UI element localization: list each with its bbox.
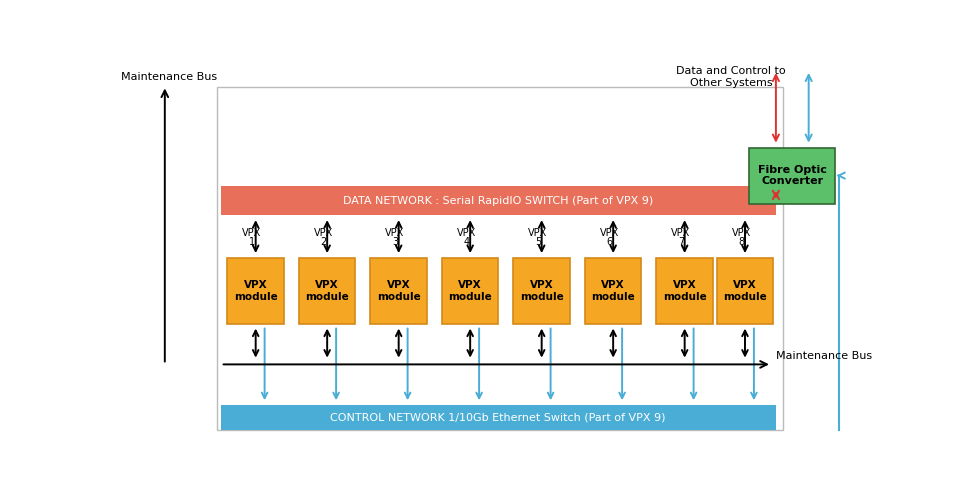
Text: 4: 4 xyxy=(463,237,470,247)
Text: Fibre Optic
Converter: Fibre Optic Converter xyxy=(758,165,826,187)
Bar xyxy=(299,258,356,324)
Bar xyxy=(513,258,570,324)
Bar xyxy=(750,147,835,204)
Text: VPX: VPX xyxy=(385,228,405,238)
Bar xyxy=(717,258,774,324)
Text: VPX
module: VPX module xyxy=(306,280,349,302)
Text: Maintenance Bus: Maintenance Bus xyxy=(121,72,217,82)
Text: VPX: VPX xyxy=(242,228,261,238)
Text: VPX: VPX xyxy=(529,228,548,238)
Bar xyxy=(217,88,783,430)
Text: 5: 5 xyxy=(535,237,541,247)
Text: 3: 3 xyxy=(392,237,398,247)
Text: VPX: VPX xyxy=(672,228,691,238)
Bar xyxy=(370,258,427,324)
Text: VPX: VPX xyxy=(731,228,751,238)
Text: 7: 7 xyxy=(678,237,684,247)
Text: Data and Control to
Other Systems: Data and Control to Other Systems xyxy=(676,66,786,88)
Text: VPX
module: VPX module xyxy=(723,280,767,302)
Text: VPX
module: VPX module xyxy=(377,280,421,302)
Text: 2: 2 xyxy=(320,237,327,247)
Text: VPX
module: VPX module xyxy=(448,280,492,302)
Text: VPX
module: VPX module xyxy=(234,280,278,302)
Text: VPX: VPX xyxy=(456,228,476,238)
Text: VPX
module: VPX module xyxy=(520,280,563,302)
Text: VPX
module: VPX module xyxy=(663,280,706,302)
Bar xyxy=(228,258,284,324)
Text: VPX
module: VPX module xyxy=(591,280,635,302)
Bar xyxy=(585,258,642,324)
Text: VPX: VPX xyxy=(600,228,619,238)
Text: Maintenance Bus: Maintenance Bus xyxy=(776,351,872,361)
Bar xyxy=(656,258,713,324)
Bar xyxy=(221,405,776,430)
Text: VPX: VPX xyxy=(314,228,333,238)
Bar xyxy=(221,186,776,215)
Text: DATA NETWORK : Serial RapidIO SWITCH (Part of VPX 9): DATA NETWORK : Serial RapidIO SWITCH (Pa… xyxy=(343,196,653,206)
Text: 6: 6 xyxy=(606,237,612,247)
Text: CONTROL NETWORK 1/10Gb Ethernet Switch (Part of VPX 9): CONTROL NETWORK 1/10Gb Ethernet Switch (… xyxy=(331,412,666,423)
Text: 8: 8 xyxy=(738,237,745,247)
Bar xyxy=(442,258,499,324)
Text: 1: 1 xyxy=(249,237,255,247)
